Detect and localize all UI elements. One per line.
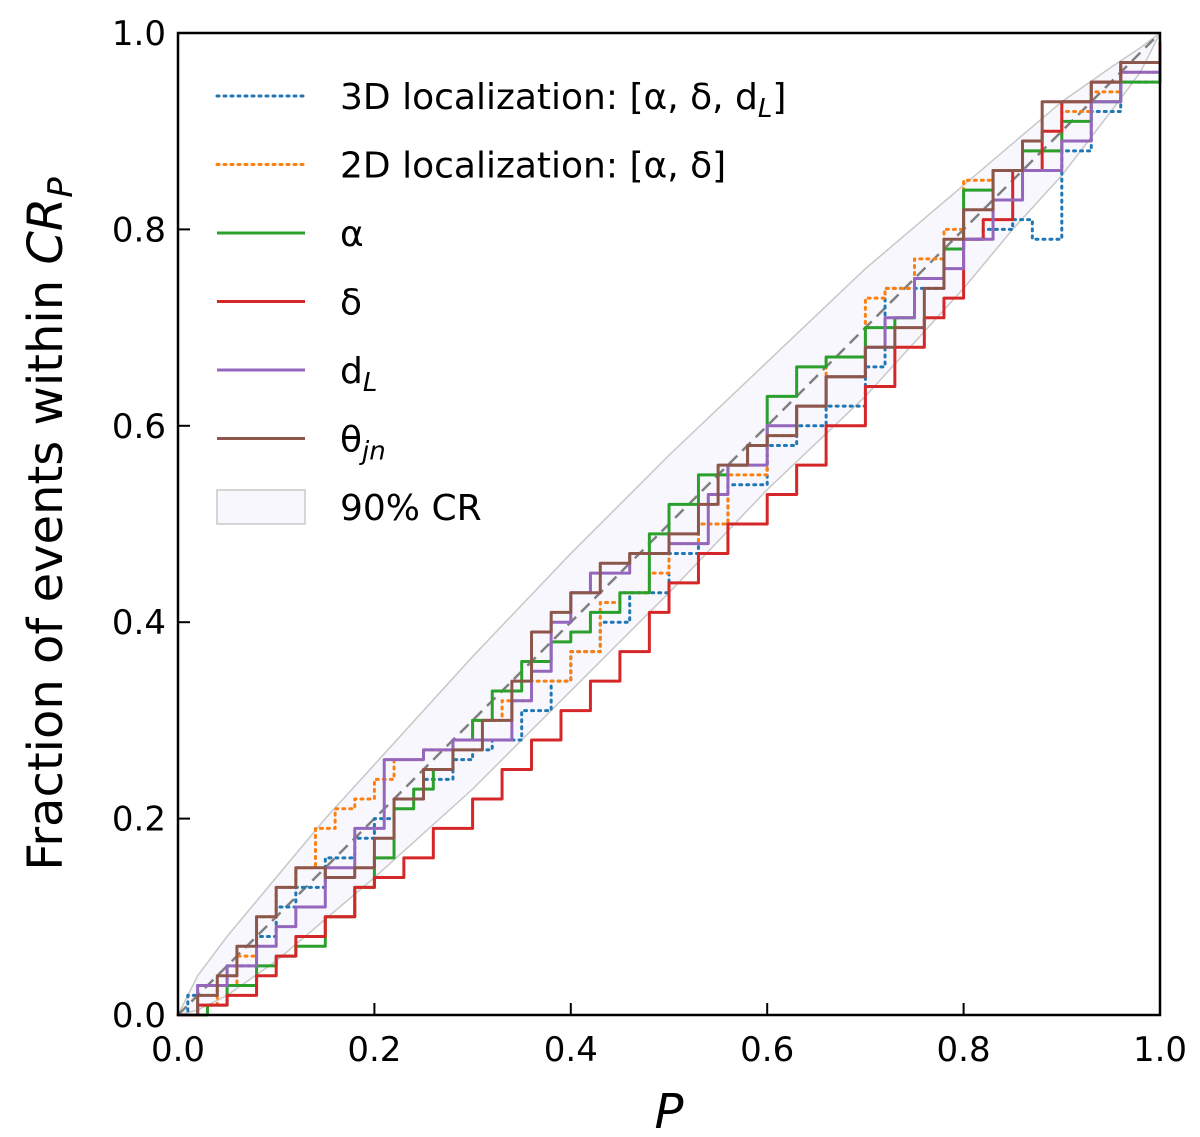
- axis-ticks: 0.0 0.2 0.4 0.6 0.8 1.0 0.0 0.2 0.4 0.6 0.8 1.0: [112, 14, 1187, 1070]
- y-tick-label: 0.8: [112, 210, 166, 250]
- legend-swatch-band: [216, 489, 306, 525]
- x-tick-label: 0.4: [544, 1030, 598, 1070]
- y-tick-label: 0.6: [112, 407, 166, 447]
- plot-area: [176, 32, 1162, 1017]
- y-tick-label: 0.0: [112, 996, 166, 1036]
- y-tick-label: 0.2: [112, 800, 166, 840]
- legend-label-5: dL: [340, 351, 377, 398]
- y-tick-label: 0.4: [112, 603, 166, 643]
- x-tick-label: 0.0: [151, 1030, 205, 1070]
- x-axis-label: P: [655, 1084, 684, 1137]
- x-tick-label: 0.8: [937, 1030, 991, 1070]
- x-tick-label: 0.2: [347, 1030, 401, 1070]
- legend-label-6: θjn: [340, 420, 386, 467]
- legend-label-band: 90% CR: [340, 488, 482, 529]
- y-tick-label: 1.0: [112, 14, 166, 54]
- band-upper-edge: [177, 32, 1161, 1016]
- legend: 3D localization: [α, δ, dL] 2D localizati…: [215, 77, 786, 529]
- band-lower-edge: [177, 32, 1161, 1016]
- series-line-6: [178, 52, 1162, 1017]
- legend-label-1: 3D localization: [α, δ, dL]: [340, 77, 786, 124]
- legend-label-4: δ: [340, 283, 362, 324]
- legend-label-3: α: [340, 214, 364, 255]
- y-axis-label: Fraction of events within CRP: [18, 177, 81, 871]
- x-tick-label: 0.6: [740, 1030, 794, 1070]
- x-tick-label: 1.0: [1133, 1030, 1187, 1070]
- legend-label-2: 2D localization: [α, δ]: [340, 146, 726, 187]
- axes-frame: [176, 31, 1162, 1017]
